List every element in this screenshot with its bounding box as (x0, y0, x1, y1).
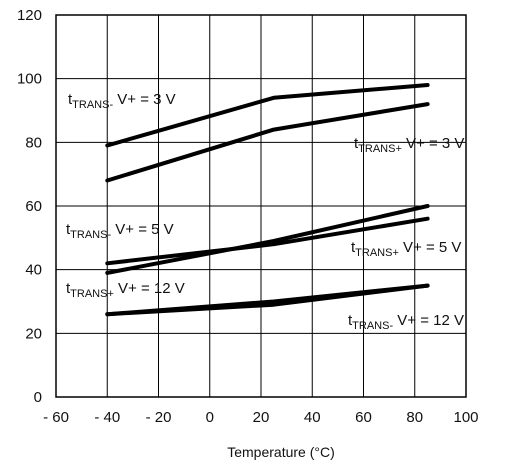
grid (55, 14, 467, 398)
x-tick-label: 40 (304, 409, 321, 426)
x-tick-label: - 40 (94, 409, 120, 426)
y-tick-label: 40 (25, 262, 42, 279)
y-tick-label: 80 (25, 134, 42, 151)
y-tick-label: 0 (34, 389, 42, 406)
series-annotation: tTRANS+ V+ = 3 V (354, 135, 464, 155)
x-tick-label: 100 (453, 409, 478, 426)
x-axis-label: Temperature (°C) (227, 444, 335, 460)
x-tick-label: 60 (355, 409, 372, 426)
series-line-4 (105, 216, 430, 266)
x-tick-labels: - 60 - 40 - 20 0 20 40 60 80 100 (43, 409, 478, 426)
x-tick-label: 0 (206, 409, 214, 426)
series-annotation: tTRANS- V+ = 3 V (68, 91, 176, 111)
y-tick-label: 20 (25, 325, 42, 342)
series-line-3 (105, 204, 430, 275)
series-annotation: tTRANS- V+ = 12 V (348, 312, 464, 332)
series-line-2 (105, 102, 430, 183)
plot-frame (55, 14, 467, 398)
series-line-1 (105, 83, 430, 148)
series-line-6 (105, 283, 430, 317)
y-tick-labels: 0 20 40 60 80 100 120 (17, 7, 42, 406)
y-tick-label: 100 (17, 71, 42, 88)
y-tick-label: 60 (25, 198, 42, 215)
x-tick-label: 80 (406, 409, 423, 426)
x-tick-label: - 60 (43, 409, 69, 426)
series-lines (105, 83, 430, 317)
y-tick-label: 120 (17, 7, 42, 24)
series-annotation: tTRANS+ V+ = 12 V (66, 280, 185, 300)
series-annotations: tTRANS- V+ = 3 V tTRANS+ V+ = 3 V tTRANS- … (66, 91, 464, 332)
series-annotation: tTRANS+ V+ = 5 V (351, 239, 461, 259)
x-tick-label: 20 (253, 409, 270, 426)
x-tick-label: - 20 (146, 409, 172, 426)
series-annotation: tTRANS- V+ = 5 V (66, 221, 174, 241)
